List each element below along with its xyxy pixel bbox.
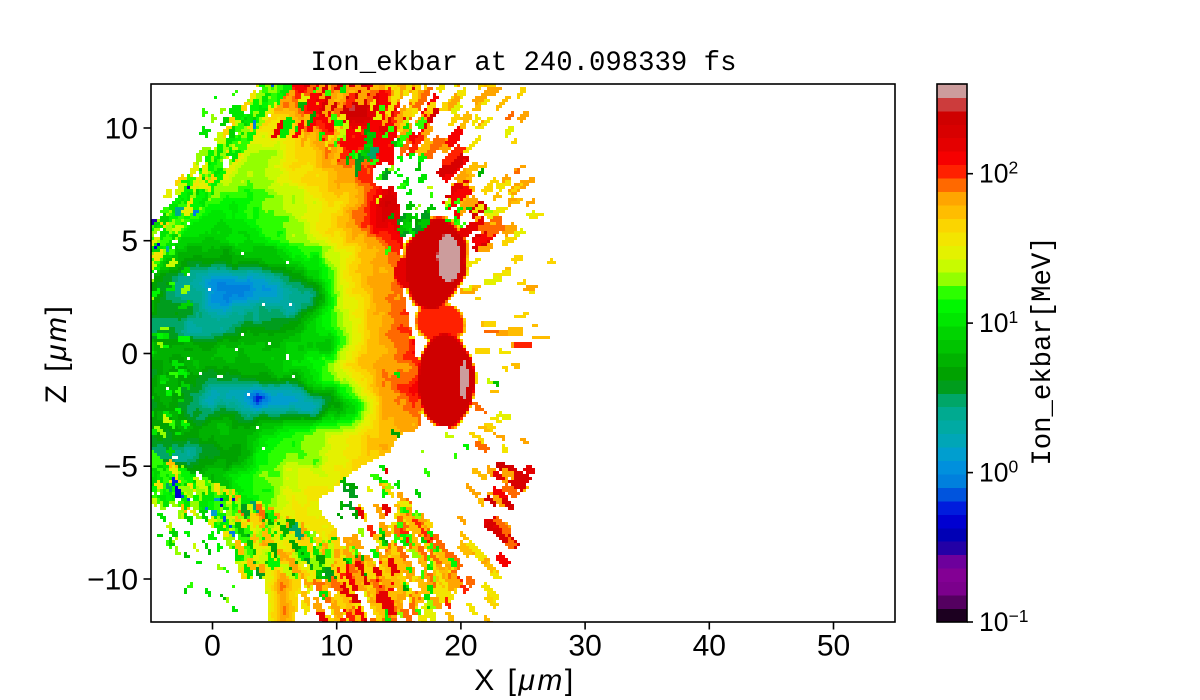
svg-text:Z [μm]: Z [μm] xyxy=(40,304,73,404)
svg-text:50: 50 xyxy=(817,630,850,663)
svg-text:40: 40 xyxy=(693,630,726,663)
svg-text:−5: −5 xyxy=(104,451,138,484)
svg-text:−10: −10 xyxy=(87,564,138,597)
svg-text:30: 30 xyxy=(568,630,601,663)
svg-text:X [μm]: X [μm] xyxy=(474,664,575,697)
svg-text:0: 0 xyxy=(121,338,138,371)
svg-text:Ion_ekbar at 240.098339 fs: Ion_ekbar at 240.098339 fs xyxy=(311,48,737,79)
svg-text:Ion_ekbar[MeV]: Ion_ekbar[MeV] xyxy=(1028,236,1059,465)
svg-text:0: 0 xyxy=(204,630,221,663)
svg-text:5: 5 xyxy=(121,225,138,258)
svg-text:10: 10 xyxy=(320,630,353,663)
svg-text:10: 10 xyxy=(105,113,138,146)
svg-text:20: 20 xyxy=(444,630,477,663)
